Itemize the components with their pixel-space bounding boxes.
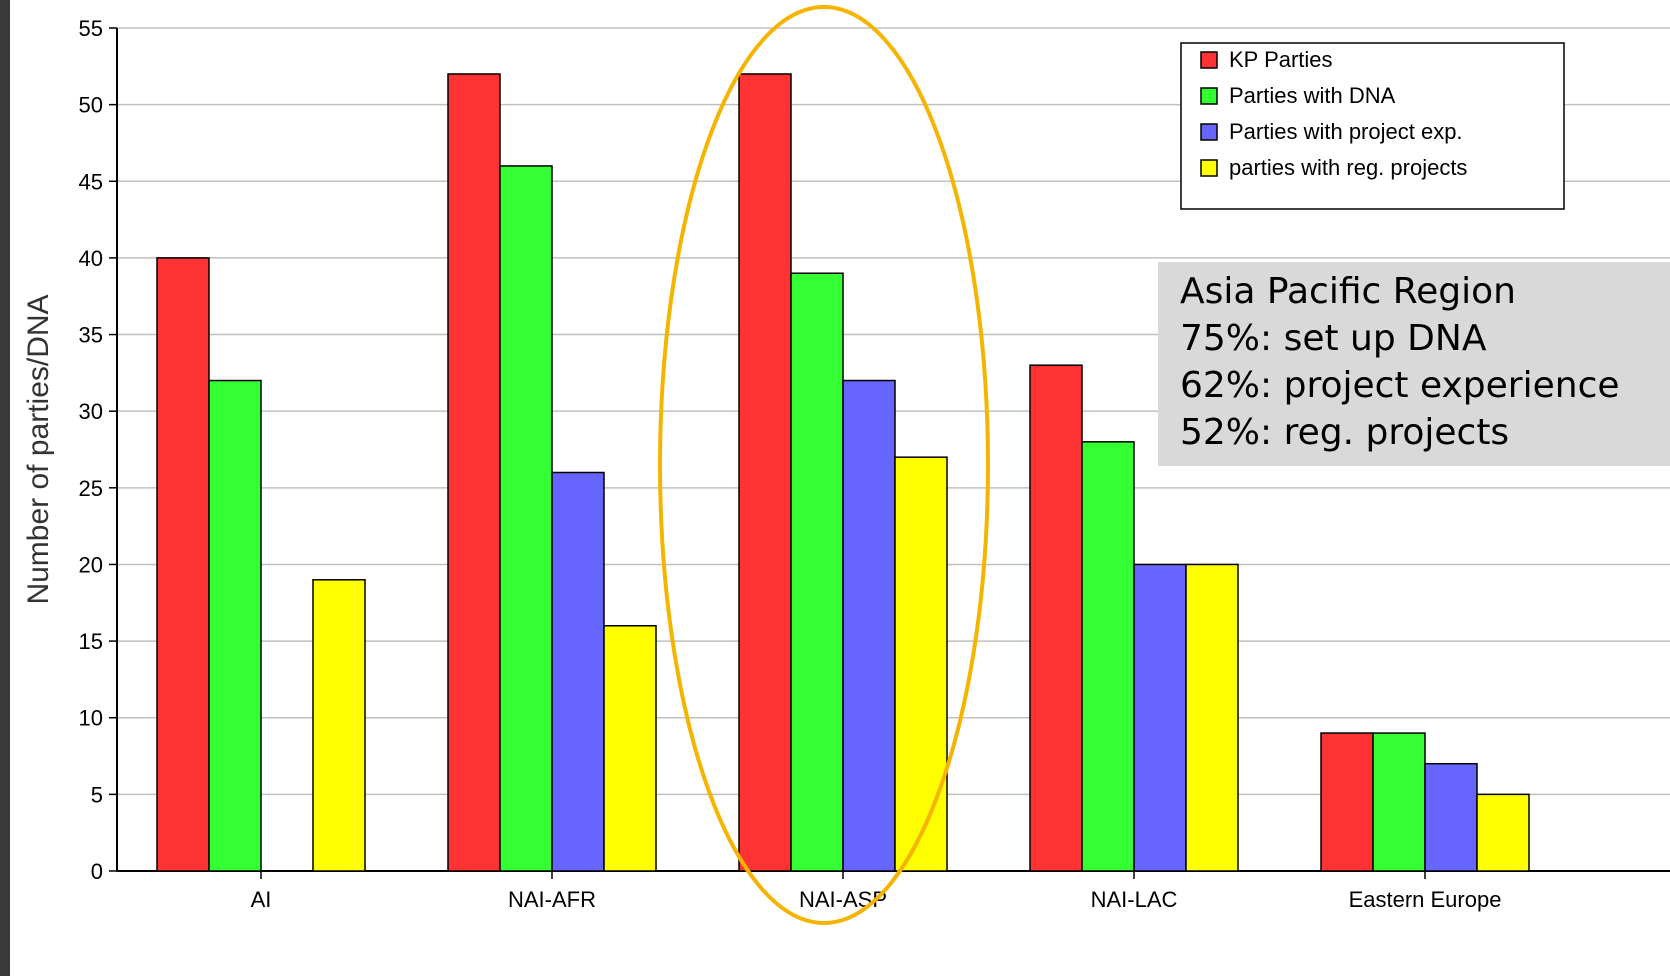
bar	[1320, 732, 1374, 872]
highlight-ellipse	[658, 5, 990, 925]
bar	[499, 165, 553, 872]
legend-swatch	[1200, 159, 1218, 177]
legend-swatch	[1200, 123, 1218, 141]
x-tick-label: NAI-AFR	[508, 887, 596, 912]
bar	[447, 73, 501, 872]
y-tick-label: 50	[79, 93, 103, 118]
y-tick-label: 25	[79, 476, 103, 501]
legend-label: Parties with project exp.	[1229, 119, 1463, 144]
bar	[842, 379, 896, 872]
annotation-line-2: 75%: set up DNA	[1180, 318, 1487, 359]
bar	[1372, 732, 1426, 872]
annotation-line-4: 52%: reg. projects	[1180, 412, 1510, 453]
x-tick-label: AI	[251, 887, 272, 912]
bar	[1081, 441, 1135, 872]
annotation-line-3: 62%: project experience	[1180, 365, 1620, 406]
legend-label: parties with reg. projects	[1229, 155, 1467, 180]
legend-swatch	[1200, 51, 1218, 69]
y-axis-title: Number of parties/DNA	[22, 294, 55, 604]
y-tick-label: 45	[79, 169, 103, 194]
y-tick-label: 10	[79, 706, 103, 731]
bar	[1424, 762, 1478, 872]
bar	[790, 272, 844, 872]
bar	[894, 456, 948, 872]
bar	[1029, 364, 1083, 872]
bar	[1476, 793, 1530, 872]
y-tick-label: 35	[79, 323, 103, 348]
bar	[312, 579, 366, 872]
bar	[603, 625, 657, 872]
bar	[156, 257, 210, 872]
left-edge-strip	[0, 0, 10, 976]
x-tick-label: NAI-ASP	[799, 887, 887, 912]
bar	[208, 379, 262, 872]
x-tick-label: Eastern Europe	[1349, 887, 1502, 912]
annotation-callout: Asia Pacific Region 75%: set up DNA 62%:…	[1158, 262, 1670, 466]
bar	[738, 73, 792, 872]
annotation-line-1: Asia Pacific Region	[1180, 271, 1516, 312]
y-tick-label: 40	[79, 246, 103, 271]
y-tick-label: 55	[79, 16, 103, 41]
y-tick-label: 15	[79, 629, 103, 654]
x-tick-label: NAI-LAC	[1091, 887, 1178, 912]
y-tick-label: 30	[79, 399, 103, 424]
bar	[551, 471, 605, 872]
legend-label: KP Parties	[1229, 47, 1333, 72]
y-tick-label: 0	[91, 859, 103, 884]
y-tick-label: 20	[79, 552, 103, 577]
legend-box	[1180, 42, 1565, 210]
legend-swatch	[1200, 87, 1218, 105]
legend-label: Parties with DNA	[1229, 83, 1396, 108]
y-tick-label: 5	[91, 782, 103, 807]
bar	[1185, 563, 1239, 872]
bar	[1133, 563, 1187, 872]
